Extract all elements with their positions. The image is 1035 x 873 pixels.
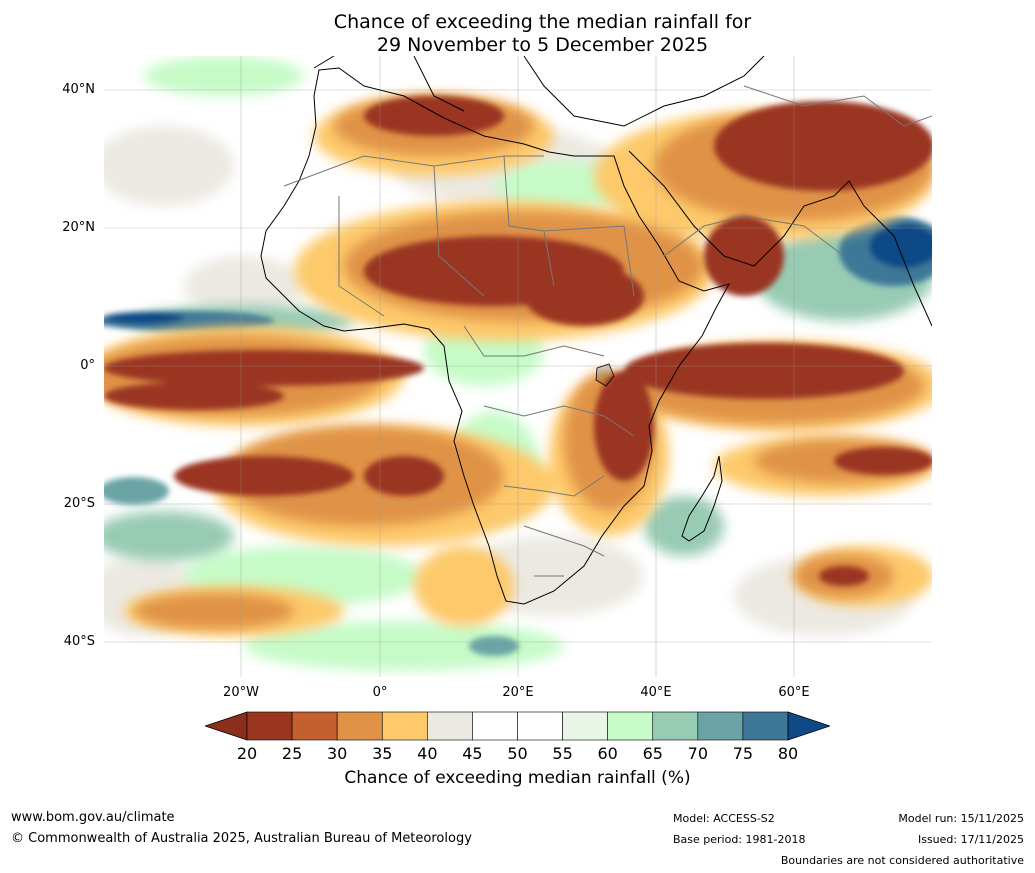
chart-title-line1: Chance of exceeding the median rainfall … <box>333 11 752 33</box>
colorbar <box>205 711 830 741</box>
colorbar-label: Chance of exceeding median rainfall (%) <box>344 768 691 788</box>
colorbar-tick-label: 70 <box>687 744 708 763</box>
lon-label-40e: 40°E <box>640 685 672 700</box>
lat-label-20n: 20°N <box>62 220 95 235</box>
lat-label-40s: 40°S <box>63 634 95 649</box>
footer-model-run: Model run: 15/11/2025 <box>898 812 1024 825</box>
lon-label-60e: 60°E <box>778 685 810 700</box>
colorbar-segment <box>697 711 744 741</box>
europe-coastline <box>313 56 765 127</box>
colorbar-tick-label: 35 <box>372 744 393 763</box>
colorbar-tick-label: 20 <box>236 744 258 763</box>
lon-label-20e: 20°E <box>502 685 534 700</box>
colorbar-segment <box>472 711 518 741</box>
africa-coastline <box>260 67 731 605</box>
colorbar-tick-label: 50 <box>507 744 528 763</box>
colorbar-tick-label: 25 <box>281 744 303 763</box>
colorbar-segment <box>336 711 383 741</box>
footer-website: www.bom.gov.au/climate <box>11 810 175 825</box>
rainfall-map <box>104 56 932 677</box>
colorbar-tick-label: 75 <box>732 744 754 763</box>
gridlines <box>104 56 932 677</box>
colorbar-segment <box>742 711 789 741</box>
lat-label-0: 0° <box>80 358 95 373</box>
colorbar-segment <box>427 711 473 741</box>
lat-label-40n: 40°N <box>62 82 95 97</box>
colorbar-tick-label: 30 <box>326 744 348 763</box>
footer-disclaimer: Boundaries are not considered authoritat… <box>780 854 1024 867</box>
colorbar-tick-label: 80 <box>777 744 799 763</box>
colorbar-tick-label: 40 <box>417 744 438 763</box>
footer-model: Model: ACCESS-S2 <box>673 812 775 825</box>
colorbar-segment <box>291 711 338 741</box>
colorbar-segment <box>562 711 608 741</box>
wet-regions <box>104 56 932 671</box>
chart-title-line2: 29 November to 5 December 2025 <box>376 34 709 56</box>
lat-label-20s: 20°S <box>63 496 95 511</box>
rainfall-map-svg <box>104 56 932 677</box>
colorbar-segment <box>517 711 563 741</box>
colorbar-segment <box>381 711 428 741</box>
colorbar-tick-label: 45 <box>462 744 483 763</box>
very-wet-regions <box>104 216 932 656</box>
footer-copyright: © Commonwealth of Australia 2025, Austra… <box>11 831 472 846</box>
footer-issued: Issued: 17/11/2025 <box>917 833 1024 846</box>
colorbar-segment <box>607 711 654 741</box>
colorbar-under-arrow <box>205 711 248 741</box>
colorbar-segment <box>246 711 293 741</box>
colorbar-tick-label: 65 <box>642 744 663 763</box>
colorbar-segment <box>652 711 699 741</box>
madagascar-coastline <box>681 455 723 542</box>
colorbar-over-arrow <box>787 711 830 741</box>
lake-victoria <box>595 363 615 387</box>
arabia-coastline <box>628 150 932 327</box>
lon-label-0: 0° <box>372 685 388 700</box>
colorbar-tick-label: 60 <box>597 744 618 763</box>
very-dry-regions <box>104 96 932 586</box>
country-borders <box>283 85 932 577</box>
colorbar-tick-label: 55 <box>552 744 573 763</box>
lon-label-20w: 20°W <box>223 685 259 700</box>
footer-base-period: Base period: 1981-2018 <box>673 833 806 846</box>
